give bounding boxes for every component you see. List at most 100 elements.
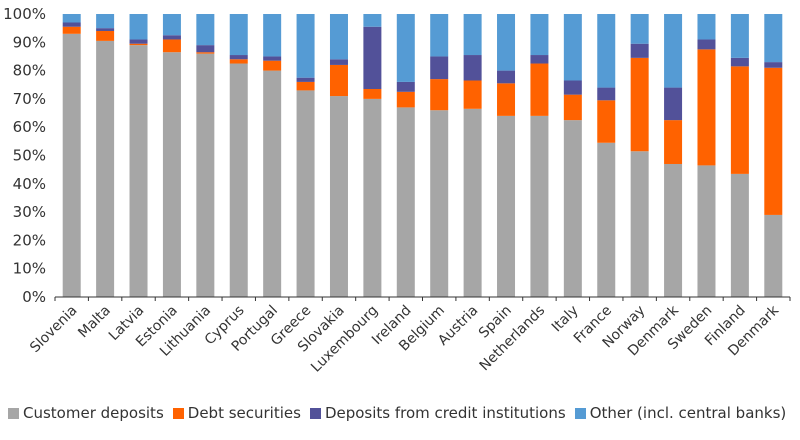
bar-segment-customer-deposits: [296, 90, 315, 297]
bar-segment-other-incl-central-banks: [329, 14, 348, 60]
y-tick-label: 0%: [22, 288, 46, 306]
bar-segment-deposits-from-credit-institutions: [62, 22, 81, 27]
bar-segment-other-incl-central-banks: [563, 14, 582, 81]
bar-segment-deposits-from-credit-institutions: [664, 87, 683, 121]
bar-segment-other-incl-central-banks: [96, 14, 115, 29]
y-tick-label: 60%: [13, 118, 46, 136]
bar-segment-debt-securities: [196, 52, 215, 54]
legend: Customer deposits Debt securities Deposits…: [8, 404, 798, 422]
bar-segment-debt-securities: [630, 57, 649, 152]
bar-segment-debt-securities: [463, 80, 482, 109]
y-tick-label: 40%: [13, 175, 46, 193]
bar-segment-deposits-from-credit-institutions: [162, 35, 181, 40]
bar-segment-customer-deposits: [329, 96, 348, 297]
bar-segment-debt-securities: [764, 67, 783, 215]
bar-segment-other-incl-central-banks: [730, 14, 749, 58]
bar-segment-other-incl-central-banks: [263, 14, 282, 57]
bar-segment-other-incl-central-banks: [363, 14, 382, 27]
bar-segment-deposits-from-credit-institutions: [630, 43, 649, 58]
bar-segment-debt-securities: [597, 100, 616, 143]
y-tick-label: 30%: [13, 203, 46, 221]
bar-segment-debt-securities: [530, 63, 549, 116]
y-tick-label: 80%: [13, 62, 46, 80]
bar-segment-debt-securities: [664, 120, 683, 164]
bar-segment-debt-securities: [162, 39, 181, 53]
bar-segment-deposits-from-credit-institutions: [730, 57, 749, 67]
bar-segment-other-incl-central-banks: [463, 14, 482, 56]
y-tick-label: 20%: [13, 231, 46, 249]
bar-segment-debt-securities: [396, 91, 415, 108]
bar-segment-debt-securities: [730, 66, 749, 174]
legend-label: Debt securities: [187, 404, 301, 422]
legend-swatch: [309, 407, 321, 419]
stacked-bar-chart: 0% 10% 20% 30% 40% 50% 60% 70% 80% 90% 100% Sloven…: [3, 5, 791, 376]
legend-label: Deposits from credit institutions: [324, 404, 566, 422]
bars: [62, 14, 783, 298]
bar-segment-other-incl-central-banks: [497, 14, 516, 71]
bar-segment-deposits-from-credit-institutions: [296, 77, 315, 82]
bar-segment-debt-securities: [263, 60, 282, 71]
bar-segment-other-incl-central-banks: [630, 14, 649, 44]
bar-segment-deposits-from-credit-institutions: [463, 55, 482, 81]
bar-segment-other-incl-central-banks: [162, 14, 181, 36]
bar-segment-debt-securities: [497, 83, 516, 116]
bar-segment-debt-securities: [430, 79, 449, 111]
bar-segment-customer-deposits: [497, 115, 516, 297]
bar-segment-customer-deposits: [96, 40, 115, 297]
bar-segment-customer-deposits: [697, 165, 716, 297]
bar-segment-deposits-from-credit-institutions: [229, 55, 248, 60]
bar-segment-other-incl-central-banks: [229, 14, 248, 56]
bar-segment-customer-deposits: [664, 163, 683, 297]
bar-segment-other-incl-central-banks: [697, 14, 716, 40]
bar-segment-customer-deposits: [764, 214, 783, 297]
bar-segment-customer-deposits: [463, 108, 482, 298]
bar-segment-customer-deposits: [396, 107, 415, 297]
legend-item-deposits-from-credit-institutions: Deposits from credit institutions: [309, 404, 566, 422]
bar-segment-customer-deposits: [563, 120, 582, 297]
bar-segment-deposits-from-credit-institutions: [263, 56, 282, 61]
bar-segment-debt-securities: [296, 81, 315, 91]
bar-segment-customer-deposits: [630, 151, 649, 297]
bar-segment-customer-deposits: [730, 173, 749, 297]
y-tick-label: 90%: [13, 33, 46, 51]
x-axis: SloveniaMaltaLatviaEstoniaLithuaniaCypru…: [27, 296, 791, 376]
bar-segment-other-incl-central-banks: [62, 14, 81, 23]
bar-segment-customer-deposits: [597, 142, 616, 297]
bar-segment-debt-securities: [363, 88, 382, 99]
bar-segment-other-incl-central-banks: [530, 14, 549, 56]
bar-segment-other-incl-central-banks: [597, 14, 616, 88]
bar-segment-debt-securities: [329, 64, 348, 97]
bar-segment-other-incl-central-banks: [196, 14, 215, 46]
bar-segment-debt-securities: [129, 43, 148, 46]
bar-segment-customer-deposits: [196, 53, 215, 298]
bar-segment-customer-deposits: [229, 63, 248, 298]
y-tick-label: 70%: [13, 90, 46, 108]
legend-swatch: [8, 407, 19, 419]
bar-segment-other-incl-central-banks: [764, 14, 783, 63]
bar-segment-deposits-from-credit-institutions: [530, 55, 549, 64]
legend-swatch: [574, 407, 586, 419]
y-tick-label: 100%: [3, 5, 46, 23]
x-tick-label: Slovenia: [27, 303, 80, 356]
bar-segment-customer-deposits: [162, 52, 181, 297]
bar-segment-deposits-from-credit-institutions: [497, 70, 516, 84]
bar-segment-other-incl-central-banks: [296, 14, 315, 78]
bar-segment-deposits-from-credit-institutions: [129, 39, 148, 44]
bar-segment-debt-securities: [229, 59, 248, 64]
y-tick-label: 10%: [13, 260, 46, 278]
bar-segment-deposits-from-credit-institutions: [597, 87, 616, 101]
bar-segment-customer-deposits: [363, 98, 382, 298]
legend-label: Customer deposits: [23, 404, 164, 422]
bar-segment-deposits-from-credit-institutions: [396, 81, 415, 92]
bar-segment-debt-securities: [62, 26, 81, 34]
bar-segment-customer-deposits: [430, 110, 449, 297]
bar-segment-other-incl-central-banks: [430, 14, 449, 57]
bar-segment-customer-deposits: [530, 115, 549, 297]
y-axis: 0% 10% 20% 30% 40% 50% 60% 70% 80% 90% 100%: [3, 5, 46, 306]
bar-segment-other-incl-central-banks: [129, 14, 148, 40]
bar-segment-deposits-from-credit-institutions: [430, 56, 449, 80]
bar-segment-other-incl-central-banks: [396, 14, 415, 82]
legend-item-debt-securities: Debt securities: [172, 404, 301, 422]
bar-segment-deposits-from-credit-institutions: [196, 45, 215, 53]
